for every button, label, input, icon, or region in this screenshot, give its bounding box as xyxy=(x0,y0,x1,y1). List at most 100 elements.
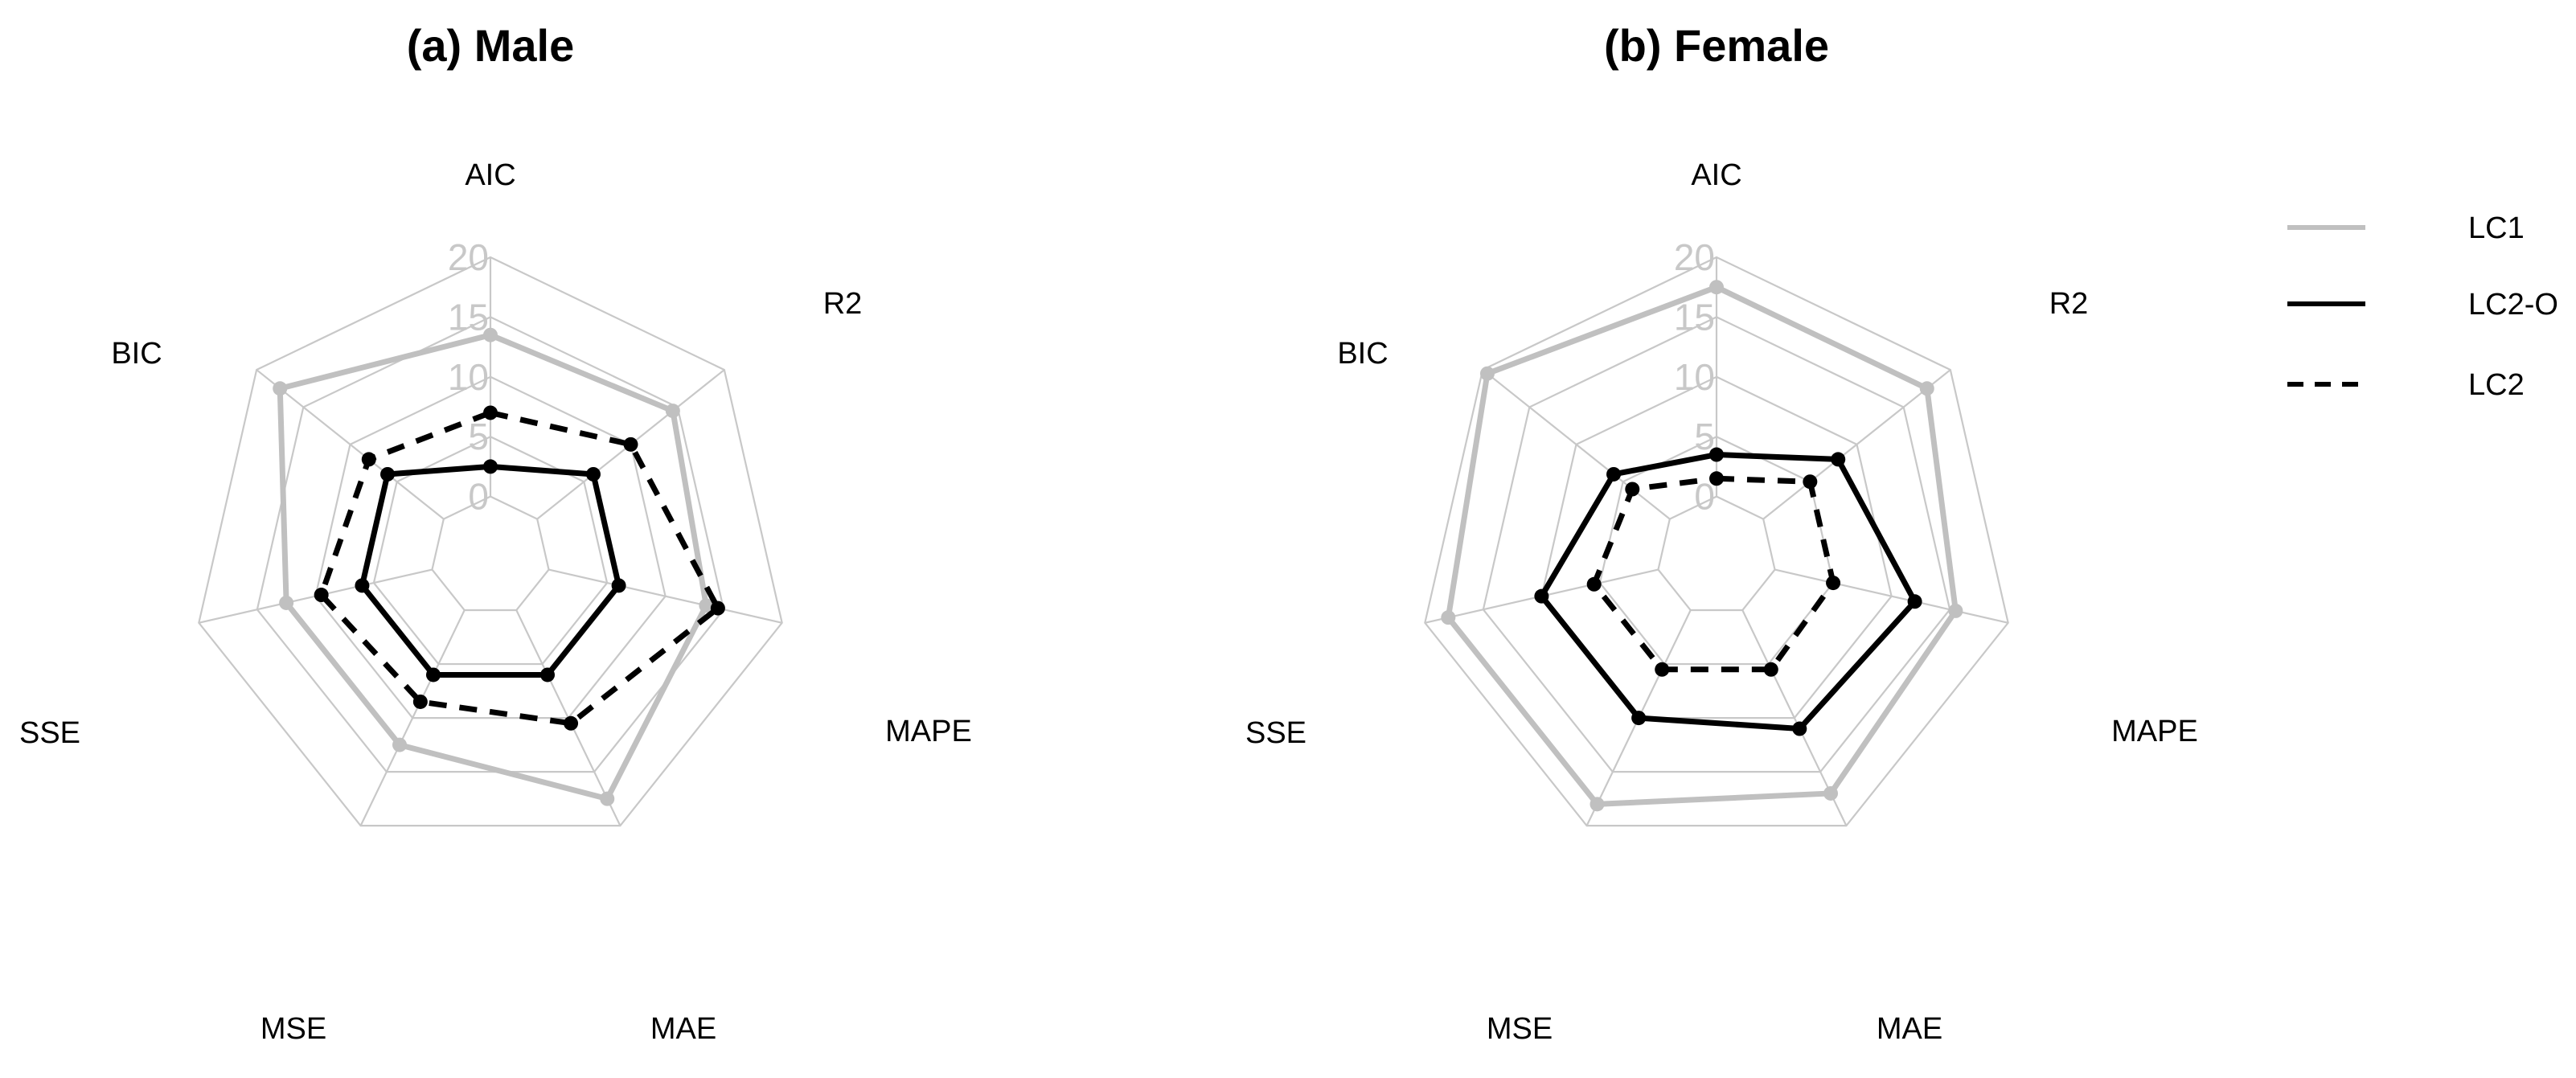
grid-spoke-r2 xyxy=(1762,369,1951,520)
grid-spoke-bic xyxy=(256,369,445,520)
radar-panel-male: (a) Male 0 5 10 15 20 AIC R2 MAPE MAE MSE SSE BIC xyxy=(19,20,972,1046)
series-point-lc1 xyxy=(1441,610,1456,625)
series-point-lc2-o xyxy=(355,578,370,593)
tick-label: 0 xyxy=(468,476,489,518)
series-point-lc1 xyxy=(1823,785,1839,801)
axis-label-mape: MAPE xyxy=(2111,715,2198,748)
series-point-lc2 xyxy=(1826,576,1841,591)
series-point-lc2 xyxy=(564,715,579,731)
grid-spoke-bic xyxy=(1482,369,1671,520)
series-point-lc1 xyxy=(1709,280,1724,295)
radar-series-male xyxy=(273,327,725,806)
radar-ticks-male: 0 5 10 15 20 xyxy=(448,236,489,518)
grid-ring-15 xyxy=(1482,316,1951,773)
series-point-lc1 xyxy=(279,595,294,610)
grid-ring-10 xyxy=(1540,375,1893,719)
radar-axis-labels-female: AIC R2 MAPE MAE MSE SSE BIC xyxy=(1245,158,2198,1046)
legend: LC1 LC2-O LC2 xyxy=(2287,211,2558,402)
axis-label-sse: SSE xyxy=(19,716,80,750)
series-point-lc1 xyxy=(1479,366,1495,381)
series-point-lc1 xyxy=(483,327,498,342)
tick-label: 5 xyxy=(468,416,489,457)
series-point-lc1 xyxy=(273,381,288,396)
grid-ring-5 xyxy=(1598,435,1835,666)
tick-label: 10 xyxy=(448,356,489,398)
axis-label-bic: BIC xyxy=(1337,337,1388,371)
series-point-lc2-o xyxy=(1792,721,1807,736)
tick-label: 10 xyxy=(1674,356,1715,398)
axis-label-mape: MAPE xyxy=(885,715,972,748)
series-point-lc2 xyxy=(1586,576,1602,592)
axis-label-mse: MSE xyxy=(260,1012,326,1046)
series-point-lc2-o xyxy=(1534,588,1549,604)
series-point-lc1 xyxy=(1948,603,1963,618)
grid-spoke-mape xyxy=(1774,568,2008,624)
series-point-lc2 xyxy=(412,694,428,709)
series-line-lc2-o xyxy=(1538,452,1918,732)
series-point-lc2-o xyxy=(1831,452,1846,467)
series-point-lc2-o xyxy=(425,667,441,682)
grid-ring-15 xyxy=(256,316,725,773)
series-point-lc2 xyxy=(1763,662,1778,677)
grid-ring-5 xyxy=(372,435,609,666)
chart-title-female: (b) Female xyxy=(1604,20,1829,71)
series-point-lc2-o xyxy=(1631,711,1647,726)
axis-label-r2: R2 xyxy=(823,287,863,321)
radar-series-female xyxy=(1441,280,1963,812)
grid-spoke-mse xyxy=(359,609,466,826)
series-point-lc2 xyxy=(1709,471,1724,486)
radar-grid-female xyxy=(1424,256,2009,827)
series-point-lc2 xyxy=(1655,662,1670,677)
grid-spoke-mape xyxy=(548,568,782,624)
series-point-lc2-o xyxy=(611,578,626,593)
grid-ring-0 xyxy=(1657,495,1776,612)
axis-label-mse: MSE xyxy=(1487,1012,1553,1046)
series-line-lc2-o xyxy=(359,463,622,678)
tick-label: 15 xyxy=(448,296,489,338)
series-point-lc2 xyxy=(483,405,498,420)
grid-ring-10 xyxy=(314,375,667,719)
series-point-lc1 xyxy=(600,791,615,806)
series-point-lc2 xyxy=(1803,474,1818,490)
series-point-lc2 xyxy=(1625,482,1640,497)
axis-label-aic: AIC xyxy=(1691,158,1741,192)
series-point-lc2 xyxy=(710,600,725,616)
series-point-lc2-o xyxy=(483,459,498,474)
axis-label-sse: SSE xyxy=(1245,716,1306,750)
grid-ring-0 xyxy=(431,495,550,612)
series-point-lc2-o xyxy=(540,667,556,682)
series-point-lc2 xyxy=(623,437,638,452)
series-point-lc2-o xyxy=(1907,594,1922,609)
grid-ring-20 xyxy=(198,256,783,827)
series-point-lc2 xyxy=(361,452,376,467)
series-line-lc1 xyxy=(277,332,709,802)
series-point-lc1 xyxy=(1589,797,1605,812)
series-point-lc1 xyxy=(699,598,714,613)
legend-label-lc1: LC1 xyxy=(2468,211,2525,245)
chart-title-male: (a) Male xyxy=(407,20,575,71)
grid-ring-20 xyxy=(1424,256,2009,827)
legend-label-lc2-o: LC2-O xyxy=(2468,288,2558,322)
axis-label-aic: AIC xyxy=(465,158,515,192)
series-point-lc2-o xyxy=(585,466,601,482)
series-line-lc1 xyxy=(1445,284,1959,807)
series-point-lc2-o xyxy=(1709,447,1724,462)
axis-label-r2: R2 xyxy=(2049,287,2089,321)
axis-label-mae: MAE xyxy=(1877,1012,1942,1046)
radar-grid-male xyxy=(198,256,783,827)
series-point-lc1 xyxy=(392,737,408,752)
tick-label: 20 xyxy=(448,236,489,278)
legend-label-lc2: LC2 xyxy=(2468,368,2525,402)
series-line-lc2 xyxy=(318,409,721,727)
axis-label-mae: MAE xyxy=(650,1012,716,1046)
tick-label: 20 xyxy=(1674,236,1715,278)
axis-label-bic: BIC xyxy=(111,337,162,371)
series-point-lc2-o xyxy=(380,466,396,482)
series-point-lc2-o xyxy=(1606,466,1622,482)
series-point-lc1 xyxy=(665,404,680,419)
series-point-lc1 xyxy=(1919,381,1934,396)
series-point-lc2 xyxy=(314,588,329,603)
